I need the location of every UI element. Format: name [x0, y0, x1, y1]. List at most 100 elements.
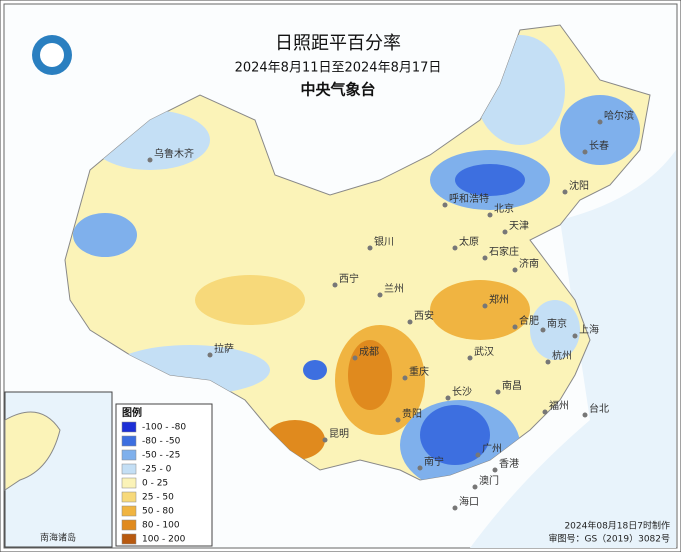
city-label: 南昌: [502, 379, 522, 392]
city-label: 天津: [509, 220, 529, 232]
area: [348, 340, 392, 410]
city-label: 沈阳: [569, 179, 589, 192]
city-label: 郑州: [489, 293, 509, 306]
city-label: 太原: [459, 235, 479, 248]
city-label: 乌鲁木齐: [154, 147, 194, 160]
city-dot: [492, 467, 498, 473]
city-dot: [332, 282, 338, 288]
legend-label: -100 - -80: [142, 423, 186, 433]
city-label: 海口: [459, 495, 479, 508]
city-label: 南宁: [424, 455, 444, 468]
legend-swatch: [121, 435, 137, 447]
city-dot: [545, 359, 551, 365]
legend-swatch: [121, 505, 137, 517]
city-label: 广州: [482, 443, 502, 455]
city-label: 石家庄: [489, 245, 519, 258]
legend-swatch: [121, 463, 137, 475]
city-dot: [482, 255, 488, 261]
city-label: 济南: [519, 257, 539, 270]
area: [560, 95, 640, 165]
city-label: 南京: [547, 317, 567, 330]
city-dot: [445, 395, 451, 401]
legend-label: 100 - 200: [142, 535, 186, 545]
city-label: 澳门: [479, 474, 499, 487]
area: [195, 275, 305, 325]
city-dot: [395, 417, 401, 423]
legend-label: 50 - 80: [142, 507, 174, 517]
city-label: 西安: [414, 309, 434, 322]
city-dot: [377, 292, 383, 298]
city-dot: [367, 245, 373, 251]
legend-swatch: [121, 477, 137, 489]
city-dot: [512, 324, 518, 330]
city-dot: [442, 202, 448, 208]
legend-title: 图例: [122, 406, 142, 419]
subtitle: 2024年8月11日至2024年8月17日: [235, 61, 442, 76]
area: [455, 164, 525, 196]
city-label: 长沙: [452, 386, 472, 398]
city-dot: [582, 412, 588, 418]
city-dot: [487, 212, 493, 218]
city-dot: [495, 389, 501, 395]
city-dot: [472, 484, 478, 490]
legend-label: 0 - 25: [142, 479, 168, 489]
legend-swatch: [121, 491, 137, 503]
city-label: 西宁: [339, 272, 359, 285]
legend-label: -50 - -25: [142, 451, 180, 461]
city-label: 银川: [374, 235, 394, 248]
legend-swatch: [121, 519, 137, 531]
city-label: 拉萨: [214, 342, 234, 355]
city-dot: [482, 303, 488, 309]
inset-land: [4, 411, 61, 491]
city-dot: [572, 333, 578, 339]
city-label: 福州: [549, 399, 569, 412]
city-dot: [597, 119, 603, 125]
legend-label: -80 - -50: [142, 437, 181, 447]
city-label: 呼和浩特: [449, 193, 489, 205]
footer-made: 2024年08月18日7时制作: [564, 520, 670, 532]
city-dot: [582, 149, 588, 155]
area: [303, 360, 327, 380]
legend-swatch: [121, 421, 137, 433]
city-dot: [417, 465, 423, 471]
city-dot: [467, 355, 473, 361]
legend-items: -100 - -80 -80 - -50 -50 - -25 -25 - 0 0 - 2…: [121, 421, 186, 545]
city-dot: [147, 157, 153, 163]
city-dot: [402, 375, 408, 381]
city-label: 台北: [589, 402, 609, 415]
city-label: 武汉: [474, 345, 494, 358]
title: 日照距平百分率: [275, 33, 401, 54]
legend-label: -25 - 0: [142, 465, 172, 475]
city-dot: [452, 245, 458, 251]
city-label: 长春: [589, 140, 609, 152]
city-label: 成都: [359, 346, 379, 358]
city-dot: [452, 505, 458, 511]
city-label: 北京: [494, 202, 514, 215]
logo: [40, 43, 64, 67]
legend-swatch: [121, 449, 137, 461]
agency: 中央气象台: [300, 81, 375, 99]
legend-swatch: [121, 533, 137, 545]
city-label: 杭州: [552, 349, 572, 362]
city-label: 合肥: [519, 314, 539, 327]
legend-label: 80 - 100: [142, 521, 180, 531]
city-label: 重庆: [409, 365, 429, 378]
city-dot: [562, 189, 568, 195]
shading: [73, 35, 640, 480]
city-label: 香港: [499, 458, 519, 470]
sea: [470, 150, 676, 548]
city-dot: [540, 327, 546, 333]
area: [73, 213, 137, 257]
area: [430, 280, 530, 340]
city-dot: [207, 352, 213, 358]
city-dot: [352, 355, 358, 361]
city-label: 哈尔滨: [604, 109, 634, 122]
city-dot: [407, 319, 413, 325]
city-dot: [542, 409, 548, 415]
area: [530, 300, 580, 360]
city-label: 上海: [579, 323, 599, 336]
city-dot: [475, 452, 481, 458]
city-dot: [322, 437, 328, 443]
